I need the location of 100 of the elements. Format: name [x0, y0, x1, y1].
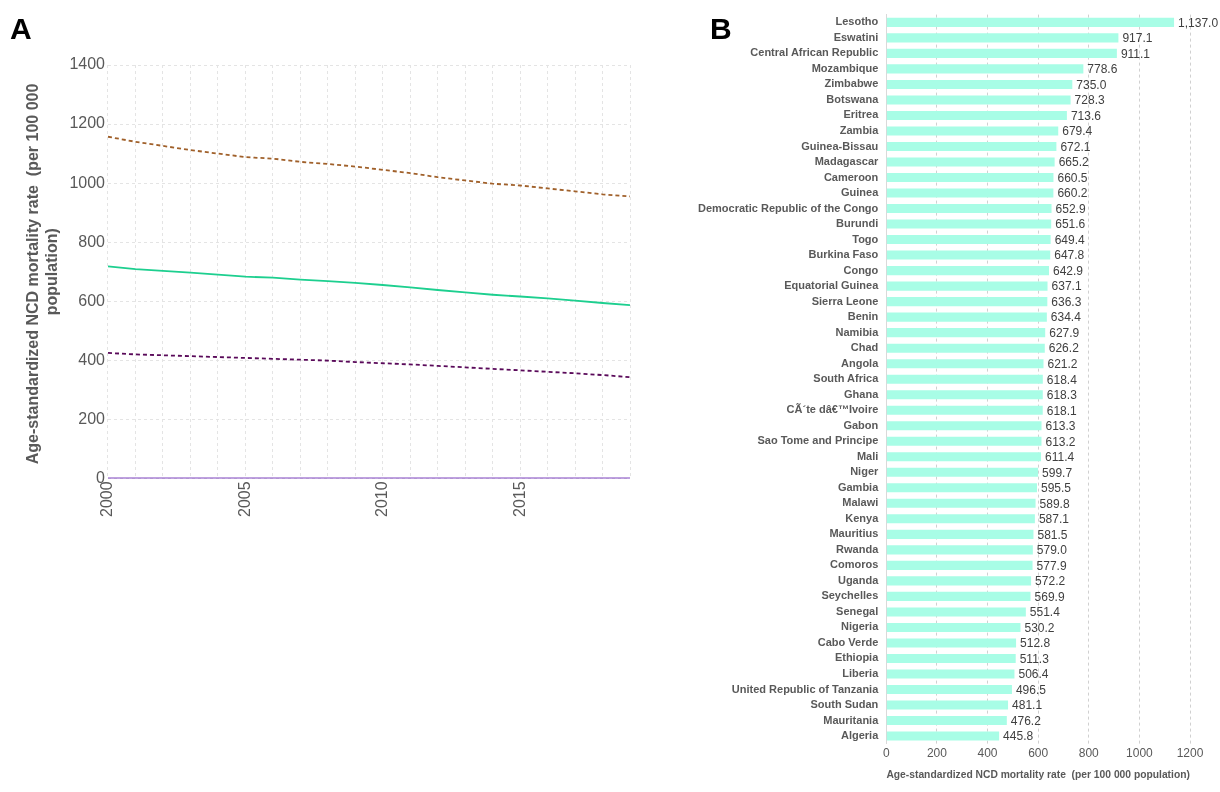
y-tick-label: Sierra Leone: [811, 294, 879, 307]
data-label: 665.2: [1058, 155, 1089, 170]
data-label: 1,137.0: [1178, 15, 1219, 30]
data-label: 511.3: [1019, 651, 1050, 666]
y-tick-label: Mali: [856, 449, 879, 462]
chart-title: A: [10, 12, 32, 46]
data-label: 626.2: [1048, 341, 1080, 356]
y-tick-label: Burundi: [836, 217, 879, 230]
y-tick-label: Niger: [850, 465, 879, 478]
data-label: 618.4: [1046, 372, 1078, 387]
data-label: 672.1: [1060, 139, 1091, 154]
y-tick-label: Democratic Republic of the Congo: [697, 201, 879, 214]
data-label: 618.3: [1046, 388, 1078, 403]
y-tick-label: Eritrea: [843, 108, 880, 121]
x-tick-label: 200: [926, 746, 948, 761]
data-label: 613.2: [1045, 434, 1076, 449]
y-tick-label: Rwanda: [836, 542, 880, 555]
y-tick-label: Gambia: [837, 480, 880, 493]
y-tick-label: United Republic of Tanzania: [731, 682, 880, 695]
y-tick-label: Cameroon: [823, 170, 879, 183]
data-label: 735.0: [1076, 77, 1107, 92]
y-tick-label: Benin: [847, 310, 879, 323]
y-tick-label: Guinea-Bissau: [801, 139, 879, 152]
data-label: 611.4: [1045, 450, 1075, 465]
y-tick-label: Senegal: [836, 604, 879, 617]
y-tick-label: 1200: [69, 114, 106, 132]
y-tick-label: Algeria: [840, 729, 880, 742]
y-axis-title: Age-standardized NCD mortality rate (per 100 000 population): [24, 79, 61, 465]
y-tick-label: Botswana: [826, 92, 880, 105]
y-tick-label: Ethiopia: [834, 651, 880, 664]
y-tick-label: Chad: [850, 341, 879, 354]
x-tick-label: 1200: [1176, 746, 1204, 761]
data-label: 621.2: [1047, 357, 1078, 371]
data-label: 637.1: [1051, 279, 1082, 294]
data-label: 579.0: [1036, 543, 1068, 558]
data-label: 572.2: [1035, 574, 1066, 589]
y-tick-label: 1000: [69, 173, 106, 191]
y-tick-label: Liberia: [842, 667, 880, 680]
data-label: 713.6: [1070, 108, 1102, 123]
chart-title: B: [710, 12, 732, 46]
y-tick-label: Eswatini: [833, 30, 879, 43]
data-label: 577.9: [1036, 558, 1067, 573]
y-tick-label: Namibia: [835, 325, 880, 338]
y-tick-label: South Sudan: [810, 698, 879, 711]
data-label: 618.1: [1046, 403, 1078, 418]
x-tick-label: 2005: [235, 481, 253, 517]
y-tick-label: Guinea: [840, 186, 880, 199]
data-label: 634.4: [1050, 310, 1082, 325]
data-label: 636.3: [1051, 294, 1082, 309]
y-tick-label: CÃ´te dâ€™Ivoire: [786, 403, 879, 416]
y-tick-label: 200: [78, 409, 106, 427]
y-tick-label: Nigeria: [840, 620, 880, 633]
y-tick-label: Malawi: [842, 496, 879, 509]
data-label: 599.7: [1042, 465, 1073, 480]
y-tick-label: Mauritius: [829, 527, 879, 540]
y-tick-label: Burkina Faso: [808, 248, 879, 261]
data-label: 778.6: [1087, 62, 1118, 77]
x-tick-label: 1000: [1126, 746, 1154, 761]
y-tick-label: Ghana: [844, 387, 880, 400]
data-label: 660.2: [1057, 186, 1088, 201]
y-tick-label: Kenya: [845, 511, 880, 524]
data-label: 660.5: [1057, 170, 1088, 185]
data-label: 481.1: [1012, 698, 1043, 713]
data-label: 728.3: [1074, 93, 1105, 108]
data-label: 496.5: [1015, 682, 1047, 697]
data-label: 587.1: [1038, 512, 1070, 527]
data-label: 649.4: [1054, 232, 1085, 247]
data-label: 445.8: [1003, 729, 1034, 744]
y-tick-label: Equatorial Guinea: [784, 279, 880, 292]
y-tick-label: 400: [78, 350, 106, 368]
y-tick-label: Zimbabwe: [824, 77, 879, 90]
y-tick-label: South Africa: [813, 372, 880, 385]
x-tick-label: 400: [977, 746, 998, 761]
data-label: 627.9: [1049, 325, 1080, 340]
y-tick-label: Zambia: [839, 123, 880, 136]
y-tick-label: Gabon: [843, 418, 879, 431]
y-tick-label: Mozambique: [811, 61, 879, 74]
x-tick-label: 800: [1078, 746, 1100, 761]
data-label: 595.5: [1041, 481, 1072, 496]
data-label: 911.1: [1120, 46, 1151, 61]
x-tick-label: 600: [1028, 746, 1049, 761]
data-label: 652.9: [1055, 201, 1086, 216]
x-axis-title: Age-standardized NCD mortality rate (per 100 000 population): [886, 767, 1191, 781]
y-tick-label: Madagascar: [814, 155, 880, 168]
data-label: 530.2: [1024, 620, 1055, 635]
y-tick-label: Seychelles: [821, 589, 879, 602]
data-label: 569.9: [1034, 589, 1065, 604]
data-label: 589.8: [1039, 496, 1070, 511]
x-tick-label: 2010: [373, 481, 391, 517]
data-label: 551.4: [1029, 605, 1061, 620]
y-tick-label: Angola: [841, 356, 880, 369]
data-label: 642.9: [1053, 263, 1084, 278]
data-label: 651.6: [1055, 217, 1086, 232]
data-label: 917.1: [1122, 31, 1153, 46]
x-tick-label: 0: [882, 746, 890, 761]
data-label: 581.5: [1037, 527, 1068, 542]
data-label: 613.3: [1045, 419, 1076, 434]
y-tick-label: Uganda: [837, 573, 880, 586]
x-tick-label: 2015: [510, 481, 528, 517]
y-tick-label: 600: [78, 291, 106, 309]
